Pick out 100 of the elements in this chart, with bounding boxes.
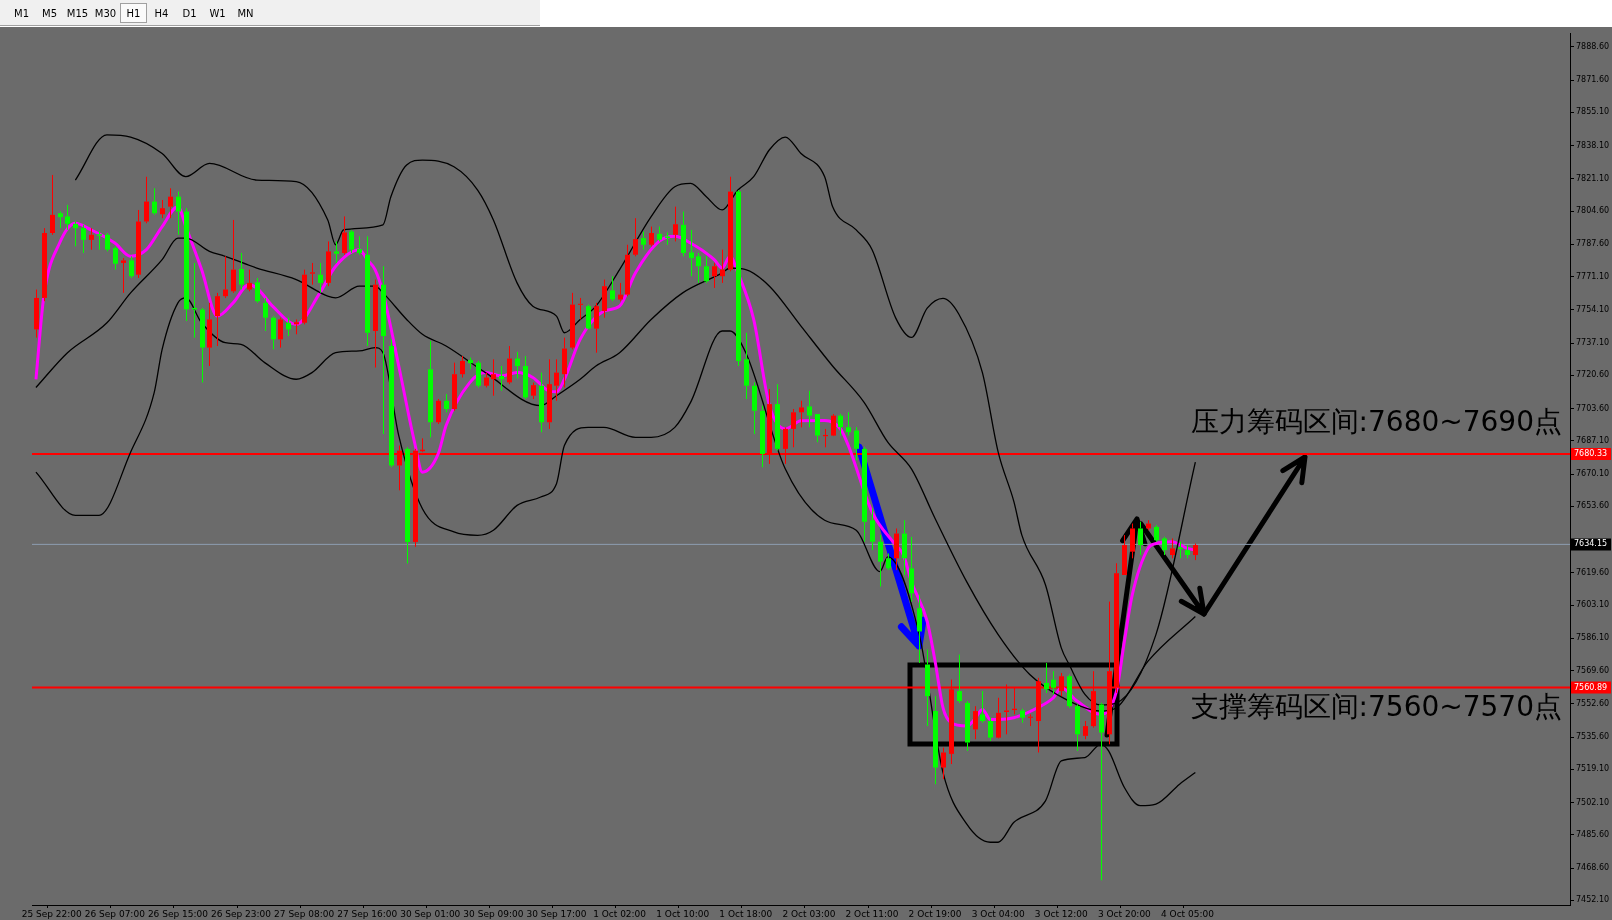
candlestick <box>365 235 370 347</box>
candlestick <box>1193 543 1198 561</box>
candlestick <box>507 345 512 385</box>
candlestick <box>909 536 914 603</box>
candlestick <box>1044 662 1049 694</box>
text: D1 <box>181 6 198 21</box>
candlestick <box>452 362 457 412</box>
candlestick <box>578 297 583 320</box>
candlestick <box>491 358 496 397</box>
y-tick-label: 7552.60 <box>1576 698 1610 708</box>
y-tick-label: 7888.60 <box>1576 41 1610 51</box>
candlestick <box>207 302 212 367</box>
candlestick <box>121 257 126 294</box>
candlestick <box>886 552 891 571</box>
x-tick-label: 2 Oct 19:00 <box>908 908 962 919</box>
ref-line-label: 7680.33 <box>1574 449 1608 459</box>
candlestick <box>334 240 339 264</box>
text: W1 <box>208 6 227 21</box>
y-tick-label: 7871.60 <box>1576 75 1610 85</box>
candlestick <box>775 383 780 452</box>
candlestick <box>799 400 804 428</box>
candlestick <box>712 262 717 289</box>
candlestick <box>1162 536 1167 556</box>
y-tick-label: 7703.60 <box>1576 403 1610 413</box>
candlestick <box>1122 534 1127 575</box>
candlestick <box>42 227 47 302</box>
candlestick <box>807 390 812 428</box>
x-tick-label: 2 Oct 03:00 <box>782 908 836 919</box>
x-tick-label: 26 Sep 23:00 <box>210 908 272 919</box>
y-tick-label: 7519.10 <box>1576 764 1610 774</box>
candlestick <box>286 317 291 337</box>
candlestick <box>720 249 725 284</box>
candlestick <box>846 411 851 437</box>
candlestick <box>428 340 433 438</box>
x-tick-label: 26 Sep 15:00 <box>147 908 209 919</box>
x-tick-label: 3 Oct 20:00 <box>1097 908 1152 919</box>
candlestick <box>278 317 283 349</box>
candlestick <box>160 199 165 219</box>
candlestick <box>1099 702 1104 881</box>
candlestick <box>996 697 1001 738</box>
x-tick-label: 27 Sep 08:00 <box>274 908 335 919</box>
text: M30 <box>93 6 118 21</box>
y-tick-label: 7855.10 <box>1576 107 1610 117</box>
y-tick-label: 7485.60 <box>1576 829 1610 839</box>
candlestick <box>239 252 244 291</box>
candlestick <box>673 206 678 242</box>
candlestick <box>760 405 765 468</box>
candlestick <box>554 358 559 402</box>
candlestick <box>736 189 741 367</box>
candlestick <box>957 654 962 704</box>
candlestick <box>152 187 157 216</box>
x-tick-label: 30 Sep 09:00 <box>463 908 524 919</box>
x-tick-label: 30 Sep 17:00 <box>526 908 587 919</box>
candlestick <box>231 219 236 294</box>
text: M5 <box>41 6 58 21</box>
candlestick <box>610 275 615 302</box>
candlestick <box>318 262 323 294</box>
y-tick-label: 7787.60 <box>1576 239 1610 249</box>
candlestick <box>389 338 394 468</box>
candlestick <box>326 240 331 287</box>
candlestick <box>791 408 796 448</box>
x-tick-label: 3 Oct 12:00 <box>1034 908 1089 919</box>
text: M1 <box>13 6 30 21</box>
text: M15 <box>65 6 90 21</box>
x-tick-label: 2 Oct 11:00 <box>845 908 899 919</box>
annotation: 支撑筹码区间:7560~7570点 <box>1190 689 1562 723</box>
x-tick-label: 30 Sep 01:00 <box>400 908 461 919</box>
candlestick <box>373 279 378 369</box>
candlestick <box>263 297 268 332</box>
candlestick <box>1154 524 1159 543</box>
candlestick <box>176 191 181 236</box>
candlestick <box>728 176 733 272</box>
candlestick <box>539 372 544 433</box>
candlestick <box>168 187 173 219</box>
candlestick <box>97 230 102 251</box>
candlestick <box>200 307 205 384</box>
y-tick-label: 7670.10 <box>1576 469 1610 479</box>
x-tick-label: 1 Oct 18:00 <box>719 908 773 919</box>
candlestick <box>618 282 623 302</box>
candlestick <box>594 302 599 354</box>
candlestick <box>215 292 220 347</box>
candlestick <box>925 648 930 727</box>
candlestick <box>357 235 362 256</box>
candlestick <box>81 224 86 254</box>
candlestick <box>1185 544 1190 559</box>
candlestick <box>704 255 709 284</box>
candlestick <box>50 174 55 236</box>
y-tick-label: 7771.10 <box>1576 271 1610 281</box>
x-tick-label: 1 Oct 02:00 <box>593 908 647 919</box>
annotation: 压力筹码区间:7680~7690点 <box>1190 405 1562 439</box>
candlestick <box>89 227 94 251</box>
text: MN <box>236 6 255 21</box>
candlestick <box>65 204 70 231</box>
y-tick-label: 7468.60 <box>1576 863 1610 873</box>
x-tick-label: 4 Oct 05:00 <box>1161 908 1215 919</box>
candlestick <box>271 315 276 350</box>
candlestick <box>515 351 520 379</box>
candlestick <box>113 245 118 271</box>
candlestick <box>665 231 670 246</box>
candlestick <box>1083 720 1088 740</box>
